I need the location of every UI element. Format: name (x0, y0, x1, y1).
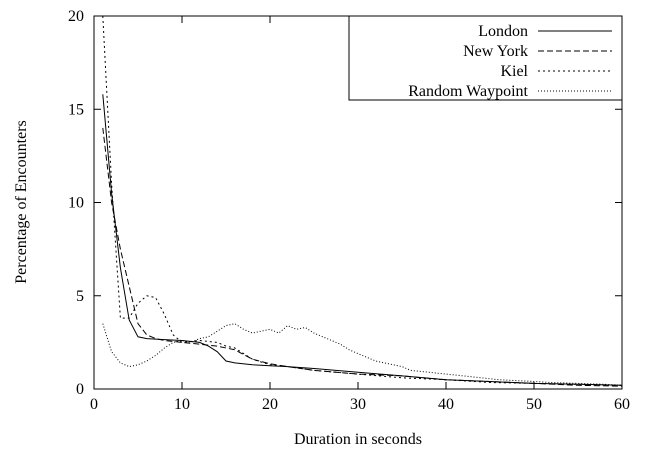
series-line-kiel (102, 15, 623, 386)
x-tick-label: 40 (438, 396, 454, 413)
legend-label-new-york: New York (463, 43, 528, 60)
series-line-random-waypoint (102, 323, 623, 386)
y-tick-label: 5 (76, 288, 84, 305)
legend-label-kiel: Kiel (500, 63, 528, 80)
y-tick-label: 10 (68, 195, 84, 212)
legend-label-random-waypoint: Random Waypoint (408, 83, 528, 100)
series-layer (102, 15, 623, 387)
x-tick-label: 10 (174, 396, 190, 413)
series-line-new-york (102, 127, 623, 387)
y-axis-title: Percentage of Encounters (13, 120, 30, 283)
x-tick-label: 20 (262, 396, 278, 413)
x-tick-label: 50 (526, 396, 542, 413)
y-tick-label: 20 (68, 8, 84, 25)
legend-box (348, 15, 623, 101)
y-tick-label: 15 (68, 101, 84, 118)
x-tick-label: 0 (90, 396, 98, 413)
legend: London New York Kiel Random Waypoint (348, 15, 623, 101)
x-axis-title: Duration in seconds (294, 431, 422, 448)
legend-label-london: London (478, 23, 528, 40)
x-tick-label: 30 (350, 396, 366, 413)
y-tick-label: 0 (76, 381, 84, 398)
x-tick-label: 60 (614, 396, 630, 413)
